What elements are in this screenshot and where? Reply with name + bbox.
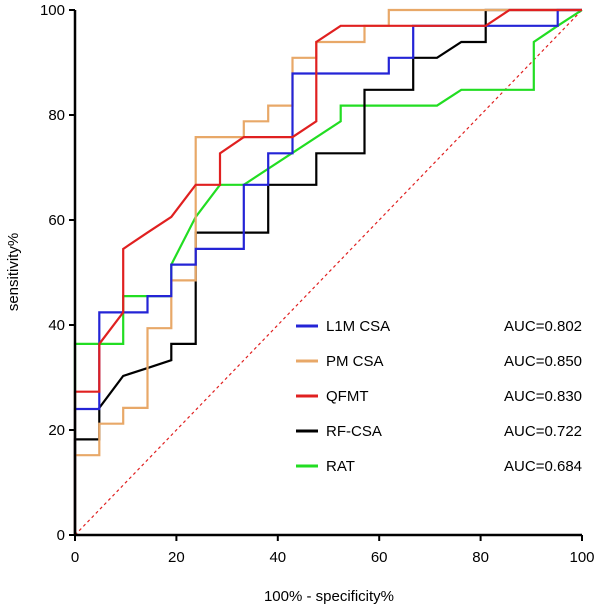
x-tick-label: 20 — [168, 549, 185, 566]
x-tick-label: 40 — [269, 549, 286, 566]
y-tick-label: 20 — [48, 422, 65, 439]
legend-auc-l1m-csa: AUC=0.802 — [504, 318, 582, 335]
legend-label-l1m-csa: L1M CSA — [326, 318, 390, 335]
legend-auc-qfmt: AUC=0.830 — [504, 388, 582, 405]
ticks-layer: 0 20 40 60 80 100 0 20 40 60 80 100 — [40, 2, 595, 566]
series-line-pm-csa — [73, 8, 582, 535]
reference-diagonal-line — [74, 9, 583, 536]
y-tick-label: 100 — [40, 2, 65, 19]
series-line-l1m-csa — [73, 8, 582, 535]
series-line-qfmt — [73, 8, 582, 535]
legend-auc-pm-csa: AUC=0.850 — [504, 353, 582, 370]
series-line-rat — [73, 9, 583, 535]
x-tick-label: 80 — [472, 549, 489, 566]
legend-auc-rat: AUC=0.684 — [504, 458, 582, 475]
reference-diagonal-layer — [74, 9, 583, 536]
x-tick-label: 0 — [71, 549, 79, 566]
y-tick-label: 0 — [57, 527, 65, 544]
axes-layer — [73, 10, 582, 537]
legend-label-qfmt: QFMT — [326, 388, 369, 405]
y-tick-label: 40 — [48, 317, 65, 334]
y-tick-label: 80 — [48, 107, 65, 124]
x-tick-label: 100 — [569, 549, 594, 566]
legend: L1M CSA AUC=0.802 PM CSA AUC=0.850 QFMT AUC=0… — [296, 318, 582, 475]
legend-label-rf-csa: RF-CSA — [326, 423, 382, 440]
legend-auc-rf-csa: AUC=0.722 — [504, 423, 582, 440]
legend-label-rat: RAT — [326, 458, 355, 475]
legend-label-pm-csa: PM CSA — [326, 353, 384, 370]
y-tick-label: 60 — [48, 212, 65, 229]
x-tick-label: 60 — [371, 549, 388, 566]
series-layer — [73, 8, 583, 535]
x-axis-title: 100% - specificity% — [264, 588, 394, 605]
y-axis-title: sensitivity% — [5, 233, 22, 311]
